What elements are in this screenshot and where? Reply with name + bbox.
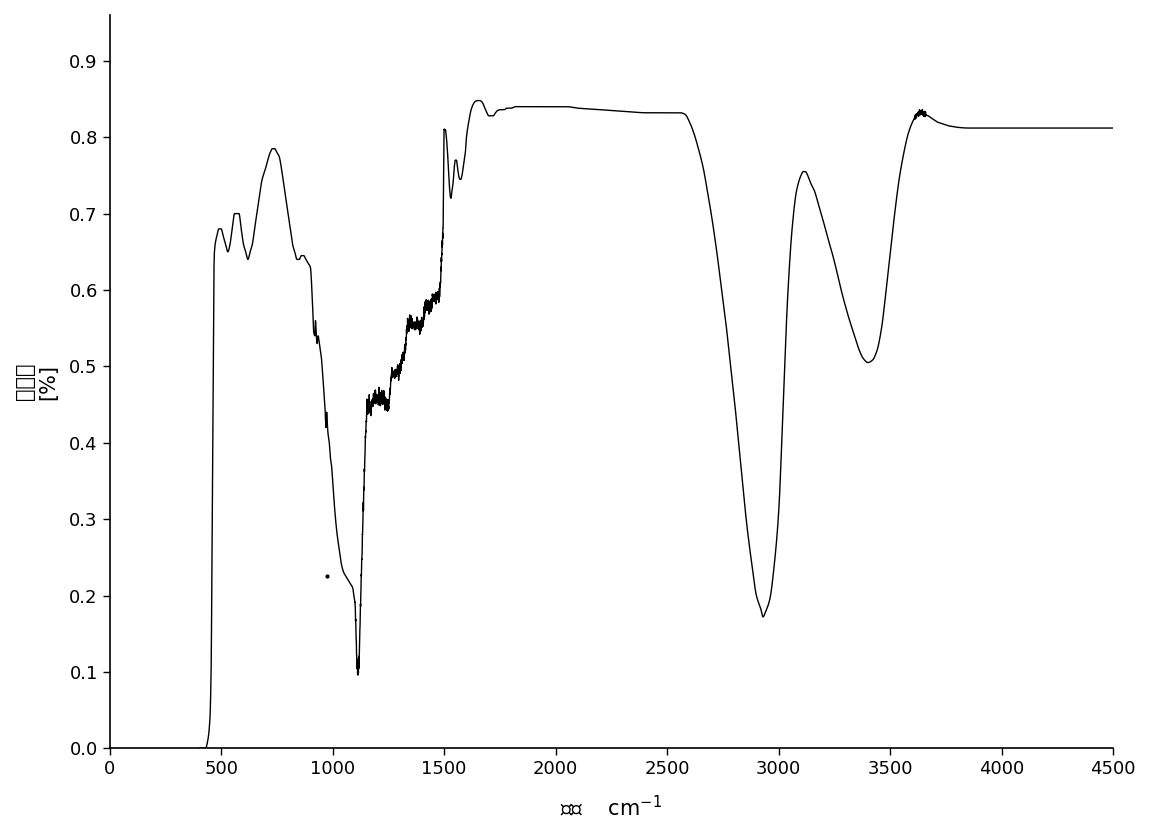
X-axis label: 波数    cm$^{-1}$: 波数 cm$^{-1}$: [561, 795, 663, 820]
Y-axis label: 吸光度
[%]: 吸光度 [%]: [15, 363, 59, 401]
